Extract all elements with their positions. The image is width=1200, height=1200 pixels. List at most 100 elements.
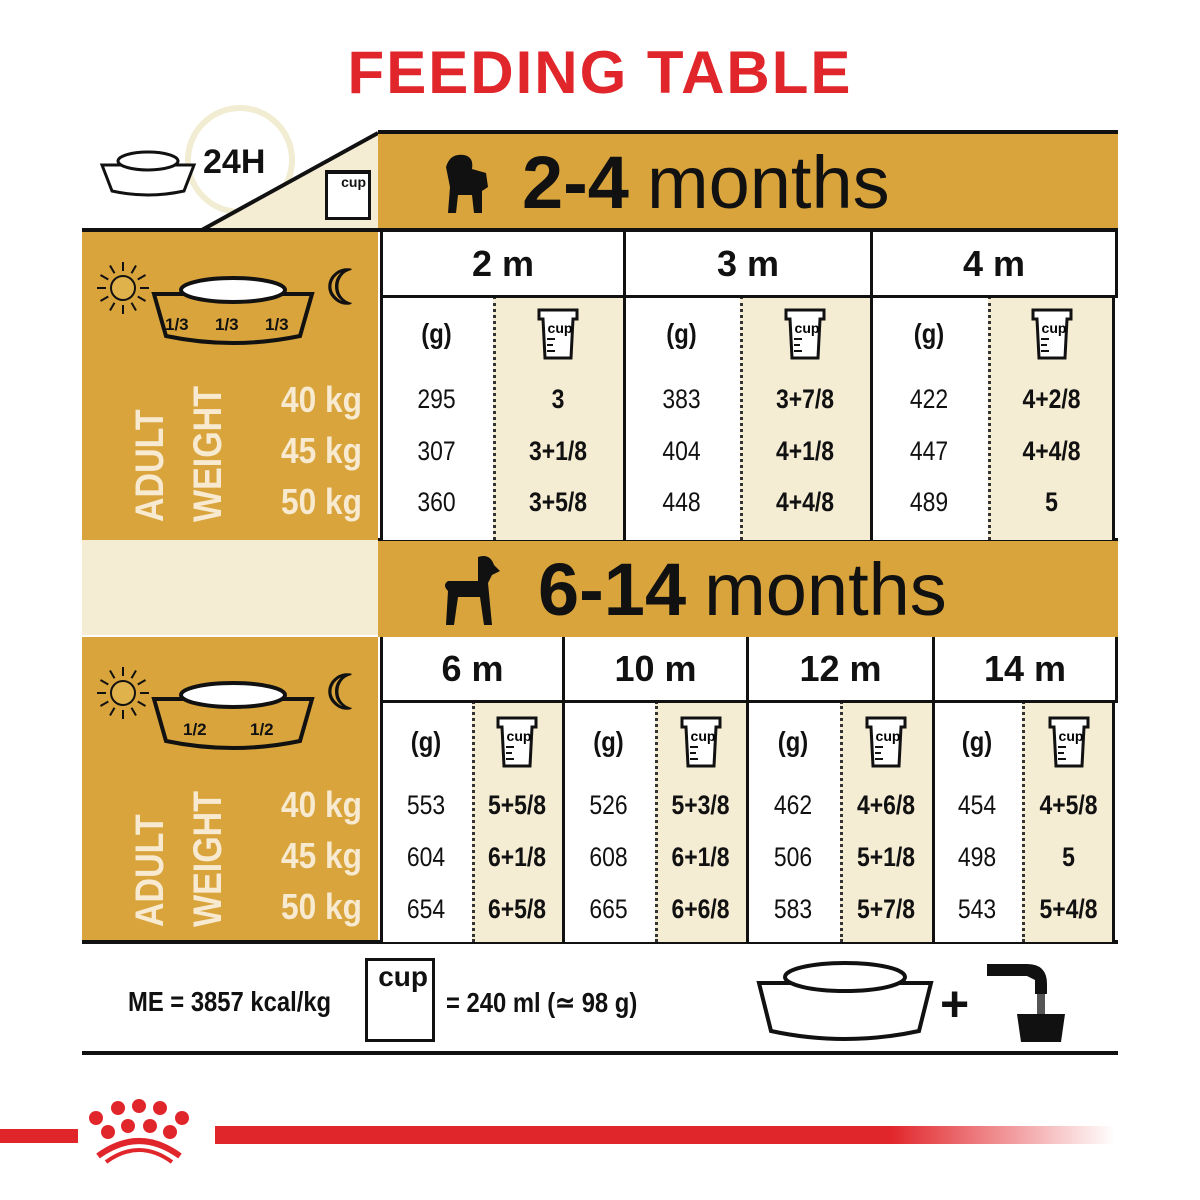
cups-value: 5 bbox=[1045, 487, 1058, 517]
royal-canin-crown-logo bbox=[89, 1099, 189, 1164]
measuring-cup-icon: cup bbox=[678, 715, 724, 774]
divider bbox=[82, 1051, 1118, 1055]
weight-value: 45 kg bbox=[280, 835, 362, 876]
measuring-cup-icon: cup bbox=[535, 307, 581, 366]
divider bbox=[82, 940, 1118, 944]
grams-value: 608 bbox=[589, 842, 628, 872]
band-range: 6-14 bbox=[538, 547, 687, 631]
measuring-cup-icon: cup bbox=[325, 170, 371, 220]
grams-header: (g) bbox=[410, 726, 442, 757]
section-band-2-4-months: 2-4 months bbox=[378, 130, 1118, 230]
weight-value: 50 kg bbox=[280, 886, 362, 927]
measuring-cup-icon: cup bbox=[1046, 715, 1092, 774]
column-header: 12 m bbox=[746, 637, 935, 703]
grams-header: (g) bbox=[593, 726, 624, 757]
grams-value: 583 bbox=[773, 894, 813, 924]
cups-value: 3 bbox=[551, 384, 565, 414]
food-bowl-icon bbox=[99, 150, 197, 197]
grams-value: 654 bbox=[406, 894, 446, 924]
energy-label: ME = 3857 kcal/kg bbox=[128, 986, 332, 1017]
svg-text:cup: cup bbox=[1058, 728, 1083, 744]
column-header: 4 m bbox=[870, 232, 1118, 298]
food-bowl-icon bbox=[756, 961, 934, 1041]
cups-value: 5+5/8 bbox=[487, 790, 547, 820]
sun-icon bbox=[95, 665, 151, 726]
svg-text:cup: cup bbox=[507, 728, 532, 744]
portion-fraction: 1/3 bbox=[265, 315, 289, 334]
cups-value: 3+7/8 bbox=[775, 384, 835, 414]
column-header: 6 m bbox=[380, 637, 565, 703]
grams-value: 448 bbox=[662, 487, 701, 517]
portion-fraction: 1/2 bbox=[250, 720, 274, 739]
24h-label: 24H bbox=[203, 143, 266, 181]
adult-label: ADULT bbox=[128, 409, 172, 522]
svg-text:cup: cup bbox=[548, 320, 573, 336]
weight-label: WEIGHT bbox=[186, 791, 230, 927]
measuring-cup-icon: cup bbox=[494, 715, 540, 774]
band-unit: months bbox=[646, 140, 890, 224]
moon-icon: ☾ bbox=[325, 262, 369, 315]
weight-value: 40 kg bbox=[280, 379, 362, 420]
plus-sign: + bbox=[940, 976, 970, 1032]
grams-value: 422 bbox=[909, 384, 949, 414]
moon-icon: ☾ bbox=[325, 667, 369, 720]
cups-value: 4+4/8 bbox=[1022, 436, 1081, 466]
cups-value: 5 bbox=[1062, 842, 1075, 872]
svg-text:cup: cup bbox=[876, 728, 901, 744]
cups-value: 5+3/8 bbox=[671, 790, 730, 820]
column-header: 10 m bbox=[562, 637, 749, 703]
cups-value: 6+5/8 bbox=[487, 894, 547, 924]
grams-value: 404 bbox=[662, 436, 701, 466]
food-bowl-icon bbox=[148, 677, 318, 757]
sun-icon bbox=[95, 260, 151, 321]
measuring-cup-icon: cup bbox=[863, 715, 909, 774]
svg-text:cup: cup bbox=[690, 728, 715, 744]
weight-value: 40 kg bbox=[280, 784, 362, 825]
grams-header: (g) bbox=[421, 318, 452, 349]
cups-value: 6+6/8 bbox=[671, 894, 730, 924]
page-title: FEEDING TABLE bbox=[347, 39, 853, 106]
cups-value: 4+2/8 bbox=[1022, 384, 1081, 414]
measuring-cup-icon: cup bbox=[1029, 307, 1075, 366]
grams-value: 489 bbox=[909, 487, 949, 517]
grams-value: 604 bbox=[406, 842, 446, 872]
band-range: 2-4 bbox=[522, 140, 629, 224]
food-bowl-icon bbox=[148, 272, 318, 352]
band-unit: months bbox=[704, 547, 947, 631]
grams-value: 462 bbox=[773, 790, 813, 820]
cups-value: 6+1/8 bbox=[671, 842, 730, 872]
grams-value: 360 bbox=[417, 487, 456, 517]
column-header: 14 m bbox=[932, 637, 1118, 703]
cups-value: 4+6/8 bbox=[856, 790, 916, 820]
grams-value: 526 bbox=[589, 790, 628, 820]
grams-value: 454 bbox=[957, 790, 997, 820]
grams-header: (g) bbox=[961, 726, 993, 757]
grams-value: 295 bbox=[417, 384, 456, 414]
cups-value: 4+4/8 bbox=[775, 487, 835, 517]
portion-fraction: 1/3 bbox=[165, 315, 189, 334]
water-tap-icon bbox=[987, 964, 1065, 1042]
grams-value: 498 bbox=[957, 842, 997, 872]
cups-value: 3+1/8 bbox=[528, 436, 588, 466]
grams-value: 447 bbox=[909, 436, 949, 466]
brand-line bbox=[215, 1126, 1115, 1144]
grams-value: 307 bbox=[417, 436, 456, 466]
grams-header: (g) bbox=[666, 318, 697, 349]
grams-value: 665 bbox=[589, 894, 628, 924]
column-header: 3 m bbox=[623, 232, 873, 298]
cups-value: 4+1/8 bbox=[775, 436, 835, 466]
grams-value: 506 bbox=[773, 842, 813, 872]
portion-fraction: 1/3 bbox=[215, 315, 239, 334]
spacer-band bbox=[82, 540, 378, 635]
grams-value: 383 bbox=[662, 384, 701, 414]
weight-value: 45 kg bbox=[280, 430, 362, 471]
divider bbox=[82, 228, 1118, 232]
adult-dog-icon bbox=[445, 556, 500, 625]
grams-value: 553 bbox=[406, 790, 446, 820]
weight-value: 50 kg bbox=[280, 481, 362, 522]
cups-value: 3+5/8 bbox=[528, 487, 588, 517]
grams-header: (g) bbox=[913, 318, 945, 349]
grams-value: 543 bbox=[957, 894, 997, 924]
cup-equivalence: = 240 ml (≃ 98 g) bbox=[446, 987, 638, 1018]
